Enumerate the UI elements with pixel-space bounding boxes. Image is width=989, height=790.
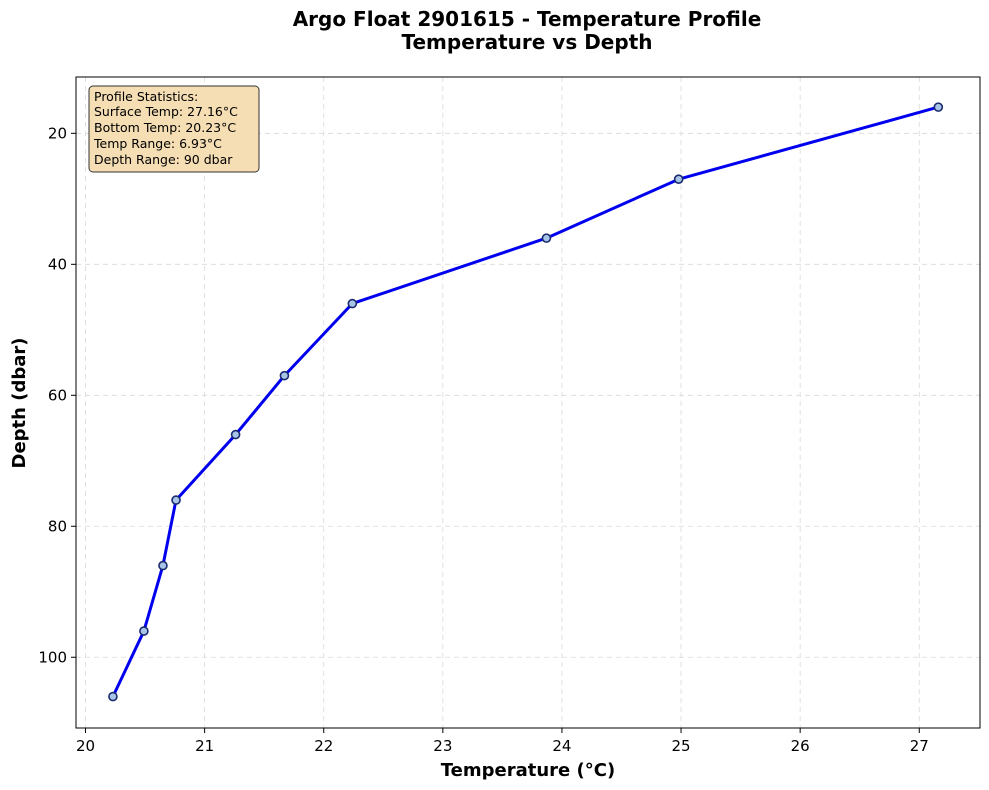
- stats-box-background: [88, 85, 260, 173]
- x-axis-label: Temperature (°C): [441, 760, 615, 781]
- data-point: [139, 626, 149, 636]
- x-tick-label: 22: [314, 737, 333, 755]
- data-point: [673, 174, 684, 184]
- y-axis-label: Depth (dbar): [9, 338, 30, 469]
- y-tick-label: 60: [48, 386, 67, 404]
- stats-line-temp-range: Temp Range: 6.93°C: [93, 136, 222, 151]
- x-tick-label: 25: [672, 737, 691, 755]
- y-tick-label: 80: [48, 517, 67, 535]
- data-point: [347, 298, 358, 309]
- stats-line-depth-range: Depth Range: 90 dbar: [94, 152, 233, 167]
- data-point: [933, 102, 944, 112]
- chart-subtitle: Temperature vs Depth: [401, 30, 652, 54]
- y-tick-label: 100: [38, 648, 67, 666]
- grid: [76, 77, 980, 728]
- data-point: [158, 560, 168, 571]
- y-tick-label: 40: [48, 255, 67, 273]
- stats-line-heading: Profile Statistics:: [94, 89, 198, 104]
- plot-frame: [75, 76, 981, 729]
- x-tick-label: 23: [433, 737, 452, 755]
- x-tick-label: 21: [195, 737, 214, 755]
- data-point: [171, 495, 181, 505]
- y-tick-label: 20: [48, 124, 67, 142]
- data-series: [108, 102, 944, 702]
- x-tick-label: 24: [552, 737, 571, 755]
- x-tick-label: 20: [76, 737, 95, 755]
- data-point: [230, 429, 241, 440]
- x-tick-label: 26: [791, 737, 810, 755]
- stats-line-bottom-temp: Bottom Temp: 20.23°C: [94, 120, 236, 135]
- data-point: [108, 691, 118, 702]
- axis-ticks: 20 21 22 23 24 25 26 27 20 40 60 80 100: [38, 124, 928, 755]
- data-point: [279, 370, 290, 381]
- chart-title: Argo Float 2901615 - Temperature Profile: [293, 7, 762, 31]
- x-tick-label: 27: [910, 737, 929, 755]
- stats-line-surface-temp: Surface Temp: 27.16°C: [94, 104, 238, 119]
- stats-box: Profile Statistics: Surface Temp: 27.16°…: [88, 85, 260, 173]
- data-point: [541, 233, 552, 243]
- series-line: [111, 105, 939, 698]
